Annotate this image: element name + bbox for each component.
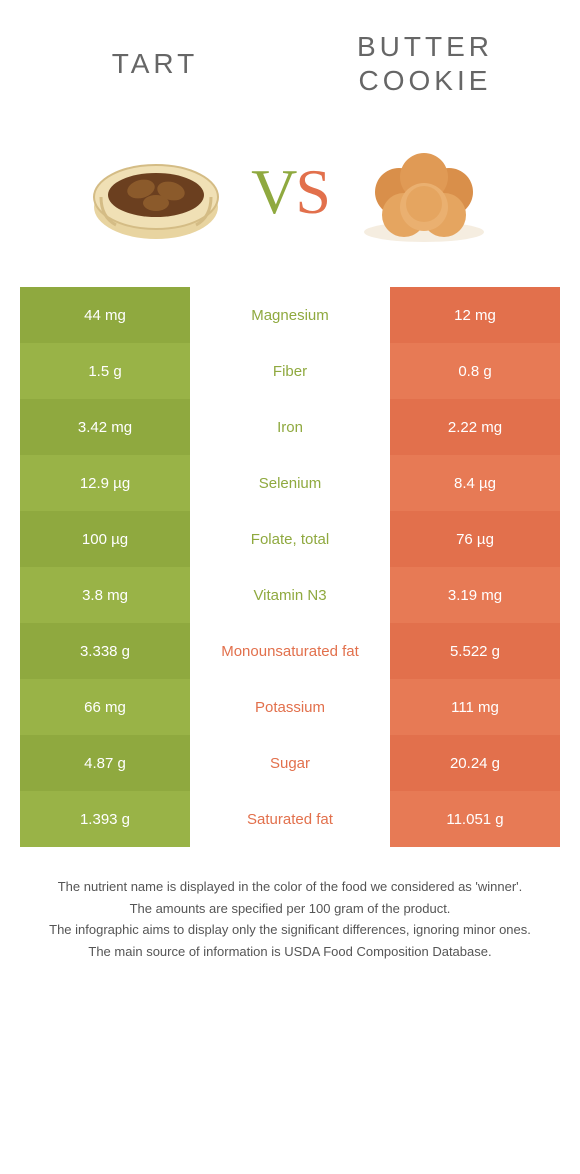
right-food-title: BUTTER COOKIE [325, 30, 525, 97]
table-row: 4.87 gSugar20.24 g [20, 735, 560, 791]
table-row: 100 µgFolate, total76 µg [20, 511, 560, 567]
table-row: 3.8 mgVitamin N33.19 mg [20, 567, 560, 623]
vs-row: VS [0, 117, 580, 287]
header: TART BUTTER COOKIE [0, 0, 580, 117]
nutrient-label: Saturated fat [190, 791, 390, 847]
left-value: 100 µg [20, 511, 190, 567]
left-value: 1.5 g [20, 343, 190, 399]
nutrient-label: Vitamin N3 [190, 567, 390, 623]
table-row: 3.42 mgIron2.22 mg [20, 399, 560, 455]
left-value: 12.9 µg [20, 455, 190, 511]
left-value: 4.87 g [20, 735, 190, 791]
nutrient-label: Potassium [190, 679, 390, 735]
right-value: 8.4 µg [390, 455, 560, 511]
left-value: 1.393 g [20, 791, 190, 847]
footer-line: The main source of information is USDA F… [30, 942, 550, 962]
table-row: 3.338 gMonounsaturated fat5.522 g [20, 623, 560, 679]
right-value: 11.051 g [390, 791, 560, 847]
right-value: 20.24 g [390, 735, 560, 791]
left-value: 3.42 mg [20, 399, 190, 455]
table-row: 1.5 gFiber0.8 g [20, 343, 560, 399]
footer-line: The amounts are specified per 100 gram o… [30, 899, 550, 919]
right-value: 12 mg [390, 287, 560, 343]
nutrient-label: Iron [190, 399, 390, 455]
nutrient-label: Magnesium [190, 287, 390, 343]
right-value: 3.19 mg [390, 567, 560, 623]
footer-line: The infographic aims to display only the… [30, 920, 550, 940]
nutrient-label: Sugar [190, 735, 390, 791]
right-value: 5.522 g [390, 623, 560, 679]
table-row: 1.393 gSaturated fat11.051 g [20, 791, 560, 847]
tart-image [71, 127, 241, 257]
left-value: 66 mg [20, 679, 190, 735]
table-row: 12.9 µgSelenium8.4 µg [20, 455, 560, 511]
cookie-image [339, 127, 509, 257]
right-value: 111 mg [390, 679, 560, 735]
nutrient-label: Selenium [190, 455, 390, 511]
comparison-table: 44 mgMagnesium12 mg1.5 gFiber0.8 g3.42 m… [20, 287, 560, 847]
left-value: 44 mg [20, 287, 190, 343]
vs-label: VS [251, 155, 329, 229]
nutrient-label: Fiber [190, 343, 390, 399]
left-value: 3.338 g [20, 623, 190, 679]
table-row: 44 mgMagnesium12 mg [20, 287, 560, 343]
left-food-title: TART [55, 47, 255, 81]
right-value: 2.22 mg [390, 399, 560, 455]
left-value: 3.8 mg [20, 567, 190, 623]
table-row: 66 mgPotassium111 mg [20, 679, 560, 735]
nutrient-label: Folate, total [190, 511, 390, 567]
nutrient-label: Monounsaturated fat [190, 623, 390, 679]
footer-notes: The nutrient name is displayed in the co… [0, 847, 580, 983]
footer-line: The nutrient name is displayed in the co… [30, 877, 550, 897]
right-value: 76 µg [390, 511, 560, 567]
right-value: 0.8 g [390, 343, 560, 399]
